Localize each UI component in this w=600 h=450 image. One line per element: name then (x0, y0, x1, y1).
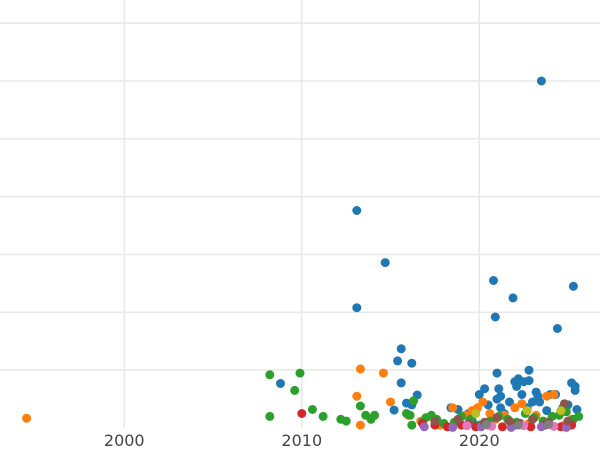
scatter-point (568, 281, 578, 291)
scatter-point (430, 416, 440, 426)
scatter-point (517, 390, 527, 399)
scatter-point (407, 358, 417, 368)
scatter-point (396, 378, 406, 388)
scatter-point (297, 409, 307, 418)
scatter-point (393, 356, 403, 366)
scatter-point (563, 416, 573, 426)
scatter-point (496, 391, 506, 401)
scatter-point (352, 206, 362, 215)
scatter-point (489, 276, 498, 285)
scatter-point (409, 396, 419, 406)
scatter-point (522, 406, 532, 416)
scatter-point (474, 390, 484, 399)
scatter-point (355, 420, 365, 430)
scatter-point (355, 401, 365, 411)
scatter-point (419, 422, 429, 432)
scatter-point (396, 344, 406, 354)
scatter-point (380, 258, 390, 268)
scatter-point (462, 421, 472, 431)
scatter-point (560, 399, 569, 409)
scatter-point (448, 403, 458, 413)
scatter-point (370, 410, 380, 420)
scatter-point (265, 411, 275, 421)
scatter-point (448, 422, 458, 432)
scatter-point (494, 384, 504, 394)
scatter-point (512, 381, 522, 391)
scatter-point (570, 385, 580, 395)
scatter-point (265, 370, 275, 380)
scatter-point (517, 399, 527, 409)
scatter-point (295, 368, 305, 378)
scatter-point (478, 397, 488, 407)
scatter-point (542, 406, 552, 416)
scatter-point (535, 397, 545, 407)
scatter-point (352, 391, 362, 401)
scatter-point (505, 416, 514, 426)
scatter-point (276, 379, 285, 388)
x-tick-label: 2010 (281, 431, 322, 450)
scatter-point (542, 391, 552, 401)
points-layer (22, 76, 584, 432)
scatter-point (492, 368, 502, 378)
scatter-point (389, 405, 399, 415)
scatter-point (556, 406, 566, 416)
scatter-point (524, 365, 534, 375)
scatter-point (386, 397, 395, 407)
scatter-point (513, 420, 523, 430)
x-tick-label: 2020 (459, 431, 500, 450)
scatter-point (318, 411, 328, 421)
scatter-point (407, 420, 417, 430)
scatter-point (453, 414, 463, 424)
scatter-point (572, 405, 582, 414)
scatter-point (22, 413, 32, 423)
scatter-point (352, 303, 362, 313)
x-axis-ticks: 2000 2010 2020 (104, 431, 500, 450)
scatter-point (355, 364, 365, 374)
scatter-point (528, 414, 537, 424)
scatter-point (481, 420, 491, 429)
scatter-point (510, 403, 520, 413)
scatter-point (485, 409, 495, 418)
scatter-point (307, 405, 317, 414)
scatter-point (508, 293, 518, 303)
scatter-point (524, 376, 534, 386)
scatter-point (552, 324, 562, 333)
scatter-point (378, 368, 388, 378)
scatter-point (526, 422, 536, 432)
scatter-point (405, 410, 415, 420)
scatter-point (536, 422, 546, 432)
x-tick-label: 2000 (104, 431, 145, 450)
scatter-point (490, 312, 500, 322)
scatter-point (536, 76, 546, 86)
grid-layer (0, 0, 600, 428)
scatter-point (290, 385, 300, 395)
scatter-point (544, 420, 553, 429)
scatter-point (574, 411, 584, 421)
scatter-point (549, 390, 559, 399)
scatter-point (341, 416, 351, 426)
scatter-point (528, 397, 537, 407)
scatter-point (492, 413, 502, 423)
scatter-point (480, 384, 490, 394)
scatter-point (505, 397, 514, 407)
scatter-point (497, 422, 507, 432)
scatter-point (471, 409, 481, 418)
